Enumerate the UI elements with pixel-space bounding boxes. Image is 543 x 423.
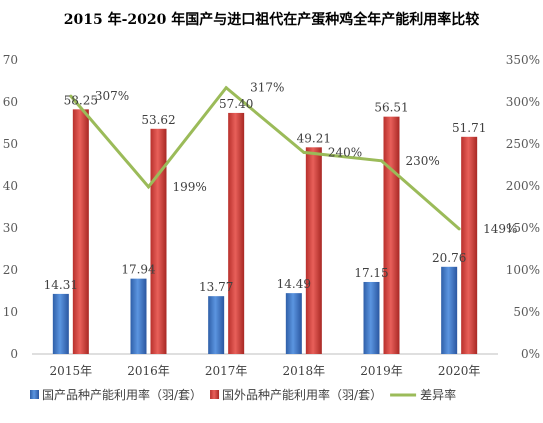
- left-tick-label: 10: [3, 305, 18, 319]
- foreign-bar-label: 51.71: [452, 121, 486, 135]
- domestic-bar: [52, 293, 69, 354]
- right-tick-label: 150%: [506, 221, 540, 235]
- domestic-bar-label: 17.15: [354, 266, 388, 280]
- difference-label: 307%: [95, 89, 129, 103]
- domestic-bar-label: 13.77: [199, 280, 233, 294]
- left-tick-label: 50: [3, 137, 18, 151]
- domestic-bar: [441, 266, 458, 354]
- domestic-bar-label: 20.76: [432, 251, 466, 265]
- legend: 国产品种产能利用率（羽/套） 国外品种产能利用率（羽/套） 差异率: [30, 387, 456, 402]
- domestic-bar: [130, 278, 147, 354]
- category-label: 2018年: [283, 364, 326, 378]
- left-tick-label: 70: [3, 53, 18, 67]
- difference-point: [147, 185, 150, 189]
- difference-label: 317%: [250, 81, 284, 95]
- domestic-bar: [208, 296, 225, 354]
- legend-swatch: [30, 390, 39, 399]
- foreign-bar: [305, 147, 322, 354]
- category-label: 2019年: [360, 364, 403, 378]
- right-tick-label: 0%: [521, 347, 540, 361]
- legend-label: 国外品种产能利用率（羽/套）: [222, 387, 382, 402]
- difference-line: [69, 85, 461, 231]
- foreign-bar: [383, 116, 400, 355]
- foreign-bar-label: 56.51: [374, 101, 408, 115]
- foreign-bar: [461, 136, 478, 354]
- difference-point: [224, 86, 228, 90]
- right-tick-label: 300%: [506, 95, 540, 109]
- legend-swatch: [210, 390, 220, 399]
- right-axis: 0% 50% 100% 150% 200% 250% 300% 350%: [506, 53, 540, 361]
- foreign-bar-label: 53.62: [141, 113, 175, 127]
- foreign-bar: [228, 112, 245, 354]
- category-label: 2015年: [50, 364, 93, 378]
- difference-point: [457, 227, 461, 231]
- category-label: 2016年: [127, 364, 170, 378]
- difference-point: [380, 159, 383, 163]
- left-tick-label: 20: [3, 263, 18, 277]
- foreign-bar-label: 49.21: [297, 131, 331, 145]
- right-tick-label: 200%: [506, 179, 540, 193]
- domestic-bar-label: 14.31: [44, 278, 78, 292]
- domestic-bar-label: 17.94: [121, 263, 156, 277]
- foreign-bar: [150, 128, 167, 354]
- foreign-bar-label: 57.40: [219, 97, 253, 111]
- right-tick-label: 350%: [506, 53, 540, 67]
- difference-label: 149%: [483, 222, 517, 236]
- data-labels: 14.31 17.94 13.77 14.49 17.15 20.76 58.25 53.62…: [44, 81, 518, 294]
- chart-title: 2015 年-2020 年国产与进口祖代在产蛋种鸡全年产能利用率比较: [64, 11, 480, 28]
- difference-label: 240%: [328, 145, 362, 159]
- difference-label: 230%: [406, 154, 440, 168]
- right-tick-label: 50%: [513, 305, 540, 319]
- domestic-bar: [363, 281, 380, 354]
- category-labels: 2015年 2016年 2017年 2018年 2019年 2020年: [50, 364, 481, 378]
- difference-label: 199%: [173, 180, 207, 194]
- foreign-bar: [72, 109, 89, 354]
- difference-point: [302, 150, 306, 154]
- domestic-bar-label: 14.49: [277, 277, 311, 291]
- right-tick-label: 100%: [506, 263, 540, 277]
- left-axis: 0 10 20 30 40 50 60 70: [3, 53, 18, 361]
- category-label: 2020年: [438, 364, 481, 378]
- domestic-bar: [285, 293, 302, 354]
- left-tick-label: 0: [10, 347, 18, 361]
- category-label: 2017年: [205, 364, 248, 378]
- legend-label: 差异率: [420, 387, 456, 402]
- foreign-bar-label: 58.25: [64, 93, 98, 107]
- left-tick-label: 60: [3, 95, 18, 109]
- left-tick-label: 40: [3, 179, 18, 193]
- difference-line-path: [69, 85, 461, 230]
- left-tick-label: 30: [3, 221, 18, 235]
- bars: [52, 109, 478, 355]
- right-tick-label: 250%: [506, 137, 540, 151]
- legend-label: 国产品种产能利用率（羽/套）: [42, 387, 202, 402]
- difference-point: [69, 94, 73, 98]
